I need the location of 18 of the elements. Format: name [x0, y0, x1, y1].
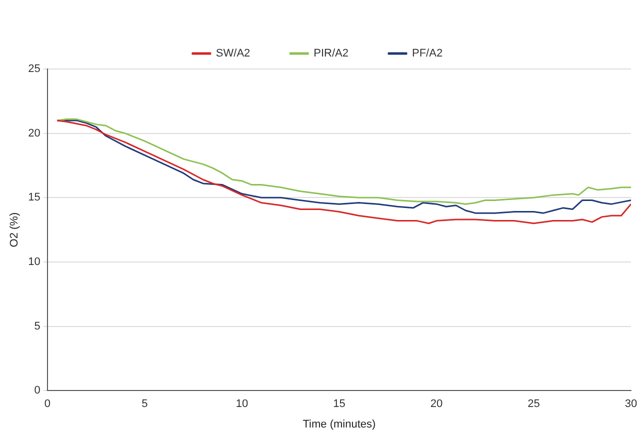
y-tick-label: 0: [34, 384, 40, 397]
y-tick-label: 20: [28, 127, 40, 140]
y-tick-label: 15: [28, 192, 40, 204]
legend-label: SW/A2: [216, 48, 250, 60]
y-tick-label: 5: [34, 320, 40, 332]
legend-label: PF/A2: [412, 48, 443, 60]
x-tick-label: 5: [142, 398, 148, 410]
x-tick-label: 20: [430, 398, 443, 410]
y-tick-label: 10: [28, 256, 40, 268]
x-tick-label: 30: [624, 398, 638, 410]
x-tick-label: 10: [236, 398, 248, 410]
x-tick-label: 25: [528, 398, 540, 410]
x-axis-title: Time (minutes): [302, 418, 376, 430]
legend-label: PIR/A2: [314, 48, 349, 60]
y-axis-title: O2 (%): [8, 212, 21, 248]
y-tick-label: 25: [28, 63, 40, 76]
x-tick-label: 0: [44, 398, 50, 410]
x-tick-label: 15: [333, 398, 346, 410]
